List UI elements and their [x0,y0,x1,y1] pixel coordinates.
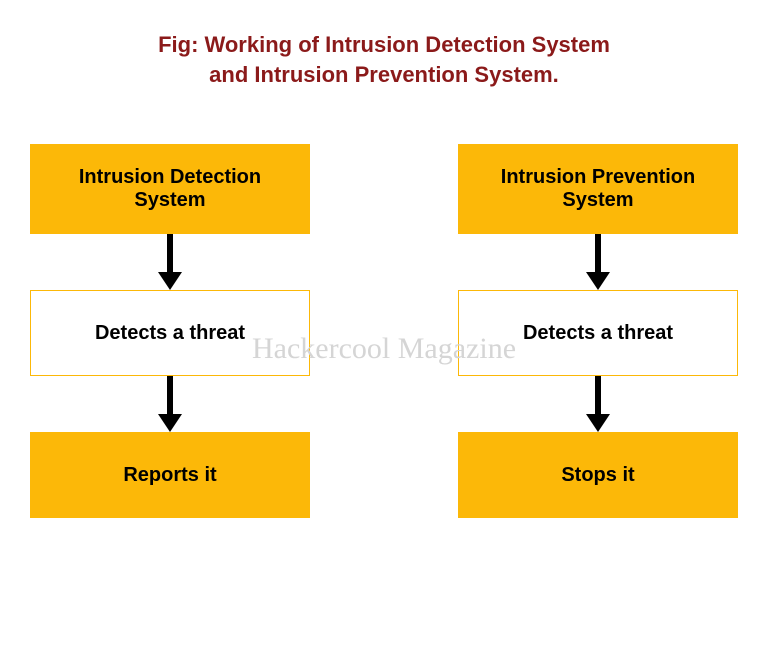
ids-mid-box: Detects a threat [30,290,310,376]
ids-top-box: Intrusion Detection System [30,144,310,234]
ips-top-box: Intrusion Prevention System [458,144,738,234]
arrow-head-icon [158,414,182,432]
arrow-icon [158,376,182,432]
arrow-shaft [167,234,173,272]
ips-bot-box: Stops it [458,432,738,518]
arrow-icon [586,234,610,290]
ids-column: Intrusion Detection System Detects a thr… [30,144,310,518]
arrow-shaft [595,234,601,272]
figure-title: Fig: Working of Intrusion Detection Syst… [0,30,768,89]
arrow-shaft [167,376,173,414]
arrow-head-icon [586,272,610,290]
figure-title-line2: and Intrusion Prevention System. [209,62,559,87]
figure-title-line1: Fig: Working of Intrusion Detection Syst… [158,32,610,57]
arrow-head-icon [586,414,610,432]
arrow-icon [158,234,182,290]
ips-mid-box: Detects a threat [458,290,738,376]
arrow-shaft [595,376,601,414]
ips-column: Intrusion Prevention System Detects a th… [458,144,738,518]
diagram-columns: Intrusion Detection System Detects a thr… [0,144,768,518]
ids-bot-box: Reports it [30,432,310,518]
arrow-icon [586,376,610,432]
arrow-head-icon [158,272,182,290]
